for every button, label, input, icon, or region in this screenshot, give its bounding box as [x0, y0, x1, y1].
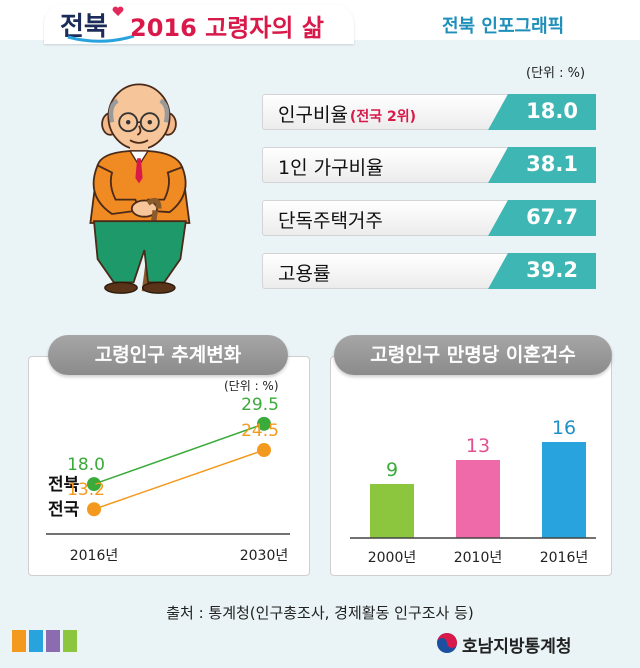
source-note: 출처 : 통계청(인구총조사, 경제활동 인구조사 등) [166, 604, 474, 622]
line-series-name: 전북 [48, 475, 80, 495]
bar-x-tick-label: 2000년 [368, 550, 417, 566]
title-tab [44, 4, 354, 44]
line-x-tick-label: 2030년 [240, 548, 289, 564]
line-point [87, 502, 101, 517]
stat-value: 18.0 [526, 99, 578, 123]
stats-unit: (단위 : %) [526, 66, 586, 81]
footer-swatch-2 [29, 630, 43, 652]
agency-name: 호남지방통계청 [462, 637, 572, 657]
stat-value: 39.2 [526, 258, 578, 282]
bar-chart-title: 고령인구 만명당 이혼건수 [334, 335, 612, 375]
line-chart-panel [28, 356, 310, 576]
footer-swatch-3 [46, 630, 60, 652]
line-point [87, 477, 101, 492]
stat-row-population-ratio: 인구비율 (전국 2위) 18.0 [262, 94, 596, 130]
bar-data-label: 13 [466, 435, 490, 457]
brand-tag: 전북 인포그래픽 [442, 16, 565, 37]
bar [370, 484, 414, 538]
stat-value-box [488, 200, 596, 236]
stat-sub-label: (전국 2위) [349, 109, 416, 125]
line-series-name: 전국 [48, 500, 80, 520]
stat-label: 단독주택거주 [278, 210, 383, 232]
stat-label: 인구비율 (전국 2위) [278, 104, 416, 126]
page-title: 2016 고령자의 삶 [130, 14, 324, 42]
line-x-tick-label: 2016년 [70, 548, 119, 564]
taegeuk-emblem-icon [437, 633, 457, 653]
stat-value: 67.7 [526, 205, 578, 229]
heart-icon [112, 6, 124, 16]
stat-value-box [488, 253, 596, 289]
logo-swoosh [67, 34, 135, 43]
line-point [257, 416, 271, 431]
line-point [257, 443, 271, 458]
stat-row-employment-rate: 고용률 39.2 [262, 253, 596, 289]
stat-value-box [488, 147, 596, 183]
line-data-label: 24.5 [241, 421, 279, 441]
line-data-label: 13.2 [67, 480, 105, 500]
logo-text: 전북 [60, 12, 108, 42]
stat-label: 고용률 [278, 263, 331, 285]
bar-data-label: 9 [386, 459, 398, 481]
stat-row-detached-house: 단독주택거주 67.7 [262, 200, 596, 236]
line-series-전국 [93, 449, 265, 510]
line-data-label: 29.5 [241, 395, 279, 415]
stat-value-box [488, 94, 596, 130]
stat-value: 38.1 [526, 152, 578, 176]
line-data-label: 18.0 [67, 455, 105, 475]
bar [542, 442, 586, 538]
line-chart-unit: (단위 : %) [224, 379, 279, 393]
bar-x-tick-label: 2010년 [454, 550, 503, 566]
bar-data-label: 16 [552, 417, 576, 439]
bar-x-tick-label: 2016년 [540, 550, 589, 566]
bar [456, 460, 500, 538]
line-series-전북 [93, 423, 265, 485]
footer-swatch-4 [63, 630, 77, 652]
stat-label: 1인 가구비율 [278, 157, 384, 179]
footer-swatch-1 [12, 630, 26, 652]
bar-chart: 9 2000년 13 2010년 16 2016년 [350, 417, 596, 566]
stat-row-single-household: 1인 가구비율 38.1 [262, 147, 596, 183]
line-chart-title: 고령인구 추계변화 [48, 335, 288, 375]
elderly-man-illustration [89, 83, 191, 294]
